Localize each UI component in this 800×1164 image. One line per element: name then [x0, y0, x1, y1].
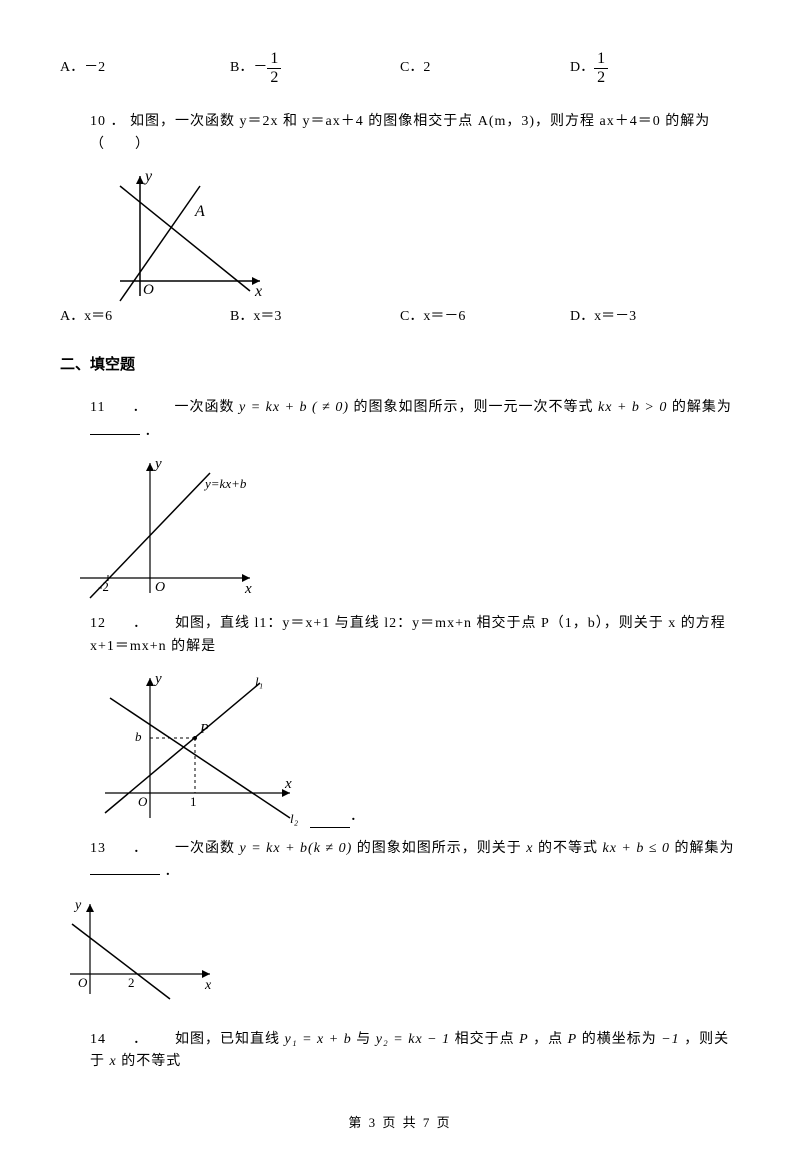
svg-text:x: x: [204, 978, 212, 993]
svg-text:y: y: [153, 456, 162, 472]
q10-choices: A．x＝6 B．x＝3 C．x＝－6 D．x＝－3: [60, 306, 740, 328]
q-dot: ．: [133, 1032, 148, 1047]
P2: P: [568, 1032, 578, 1047]
q12-graph-row: ． P b l₁ l₂ y x O 1: [90, 668, 740, 828]
svg-text:x: x: [244, 581, 252, 597]
denominator: 2: [267, 69, 281, 87]
q-number: 11: [90, 400, 105, 415]
svg-text:l₂: l₂: [290, 811, 299, 826]
q-number: 10 ．: [90, 114, 126, 129]
text-c: 的解集为: [672, 400, 732, 415]
q9-choices: A． －2 B． － 1 2 C． 2 D． 1 2: [60, 50, 740, 86]
svg-text:O: O: [138, 794, 148, 809]
opt-label: B．: [230, 57, 253, 79]
text-d: ．: [145, 424, 160, 439]
q9-opt-c: C． 2: [400, 50, 570, 86]
q9-opt-a: A． －2: [60, 50, 230, 86]
fraction: 1 2: [267, 50, 281, 86]
page-footer: 第 3 页 共 7 页: [60, 1113, 740, 1134]
blank: [310, 813, 350, 828]
text-c: 的不等式: [538, 841, 598, 856]
svg-text:2: 2: [128, 975, 135, 990]
svg-text:b: b: [135, 729, 142, 744]
q10-opt-d: D．x＝－3: [570, 306, 740, 328]
svg-text:x: x: [254, 283, 262, 300]
svg-text:y: y: [153, 671, 162, 687]
formula: kx + b ≤ 0: [602, 841, 670, 856]
q9-opt-d: D． 1 2: [570, 50, 740, 86]
q13-graph: y x O 2: [60, 894, 740, 1004]
numerator: 1: [267, 50, 281, 69]
fraction: 1 2: [594, 50, 608, 86]
svg-text:1: 1: [190, 794, 197, 809]
q-number: 14: [90, 1032, 106, 1047]
q11-text: 11 ． 一次函数 y = kx + b ( ≠ 0) 的图象如图所示，则一元一…: [90, 397, 740, 443]
opt-label: D．: [570, 57, 594, 79]
formula: kx + b > 0: [598, 400, 667, 415]
svg-text:O: O: [78, 975, 88, 990]
q10-opt-c: C．x＝－6: [400, 306, 570, 328]
svg-text:y: y: [143, 168, 153, 185]
formula: y = kx + b ( ≠ 0): [239, 400, 349, 415]
opt-prefix: －: [253, 57, 267, 79]
svg-text:O: O: [155, 580, 165, 595]
q12-text: 12 ． 如图，直线 l1：y＝x+1 与直线 l2：y＝mx+n 相交于点 P…: [90, 613, 740, 658]
opt-value: －2: [84, 57, 105, 79]
P: P: [519, 1032, 529, 1047]
text-d: ，点: [533, 1032, 563, 1047]
section-2-title: 二、填空题: [60, 353, 740, 377]
text-a: 如图，已知直线: [175, 1032, 280, 1047]
xvar: x: [526, 841, 533, 856]
q10-text: 10 ． 如图，一次函数 y＝2x 和 y＝ax＋4 的图像相交于点 A(m，3…: [90, 111, 740, 156]
q-dot: ．: [133, 841, 148, 856]
text-end: ．: [350, 806, 364, 828]
svg-text:A: A: [194, 203, 205, 220]
numerator: 1: [594, 50, 608, 69]
q-body: 如图，直线 l1：y＝x+1 与直线 l2：y＝mx+n 相交于点 P（1，b）…: [90, 616, 726, 653]
text-e: ．: [165, 864, 180, 879]
text-b: 的图象如图所示，则关于: [357, 841, 522, 856]
q14-text: 14 ． 如图，已知直线 y₁ = x + b 与 y₂ = kx − 1 相交…: [90, 1029, 740, 1074]
text-c: 相交于点: [455, 1032, 515, 1047]
formula: y = kx + b(k ≠ 0): [240, 841, 353, 856]
blank: [90, 420, 140, 435]
xvar: x: [110, 1054, 117, 1069]
formula: y₂ = kx − 1: [376, 1032, 450, 1047]
text-g: 的不等式: [121, 1054, 181, 1069]
q-body: 如图，一次函数 y＝2x 和 y＝ax＋4 的图像相交于点 A(m，3)，则方程…: [90, 114, 710, 151]
q-number: 12: [90, 616, 106, 631]
text-d: 的解集为: [675, 841, 735, 856]
q-number: 13: [90, 841, 106, 856]
opt-label: A．: [60, 57, 84, 79]
q-dot: ．: [133, 616, 148, 631]
svg-text:y=kx+b: y=kx+b: [203, 476, 247, 491]
text-b: 的图象如图所示，则一元一次不等式: [354, 400, 594, 415]
svg-text:y: y: [73, 898, 82, 913]
q11-graph: y=kx+b y x O -2: [70, 453, 740, 603]
neg1: −1: [661, 1032, 679, 1047]
q10-opt-b: B．x＝3: [230, 306, 400, 328]
opt-value: 2: [423, 57, 430, 79]
q10-graph: A y x O: [90, 166, 740, 306]
svg-text:x: x: [284, 776, 292, 792]
q12-graph: P b l₁ l₂ y x O 1: [90, 668, 310, 828]
text-a: 一次函数: [174, 400, 234, 415]
blank: [90, 860, 160, 875]
svg-text:P: P: [199, 722, 209, 737]
formula: y₁ = x + b: [285, 1032, 352, 1047]
text-a: 一次函数: [175, 841, 235, 856]
svg-text:O: O: [143, 282, 154, 298]
text-b: 与: [356, 1032, 371, 1047]
svg-text:l₁: l₁: [255, 674, 263, 689]
opt-label: C．: [400, 57, 423, 79]
q13-text: 13 ． 一次函数 y = kx + b(k ≠ 0) 的图象如图所示，则关于 …: [90, 838, 740, 884]
q9-opt-b: B． － 1 2: [230, 50, 400, 86]
q10-opt-a: A．x＝6: [60, 306, 230, 328]
svg-text:-2: -2: [98, 579, 109, 594]
denominator: 2: [594, 69, 608, 87]
text-e: 的横坐标为: [582, 1032, 657, 1047]
q-dot: ．: [132, 400, 147, 415]
